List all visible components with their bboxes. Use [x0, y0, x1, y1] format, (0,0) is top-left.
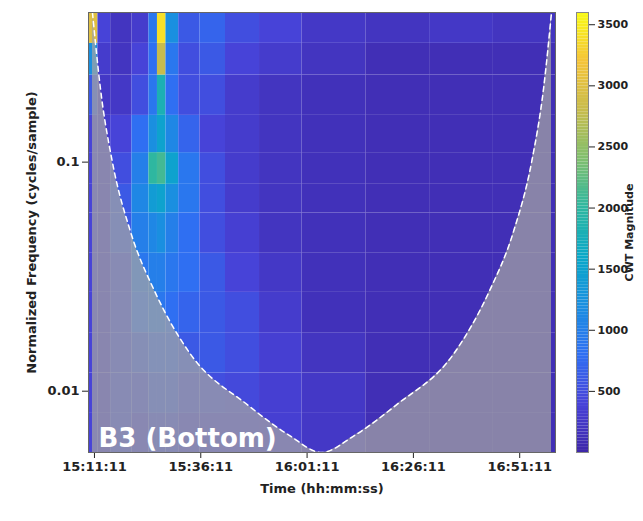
svg-text:Normalized Frequency (cycles/s: Normalized Frequency (cycles/sample): [24, 91, 39, 373]
svg-text:3500: 3500: [598, 18, 629, 31]
svg-text:500: 500: [598, 385, 621, 398]
svg-text:2500: 2500: [598, 140, 629, 153]
svg-text:2000: 2000: [597, 201, 629, 215]
svg-text:Time (hh:mm:ss): Time (hh:mm:ss): [260, 481, 384, 496]
svg-text:16:51:11: 16:51:11: [487, 459, 552, 474]
svg-text:15:36:11: 15:36:11: [168, 459, 233, 474]
svg-text:3000: 3000: [598, 79, 629, 92]
svg-text:1500: 1500: [597, 262, 629, 276]
svg-text:0.1: 0.1: [56, 154, 79, 169]
svg-text:15:11:11: 15:11:11: [62, 459, 127, 474]
svg-text:CWT Magnitude: CWT Magnitude: [623, 184, 636, 282]
svg-text:16:26:11: 16:26:11: [381, 459, 446, 474]
svg-text:16:01:11: 16:01:11: [275, 459, 340, 474]
svg-text:1000: 1000: [598, 324, 629, 337]
svg-text:0.01: 0.01: [47, 383, 79, 398]
svg-text:B3 (Bottom): B3 (Bottom): [99, 423, 277, 453]
